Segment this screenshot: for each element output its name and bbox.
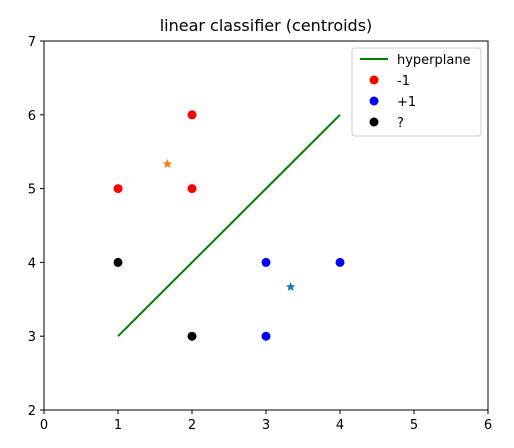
legend-label: +1 [397, 95, 416, 110]
y-tick-label: 2 [28, 404, 36, 419]
y-tick-label: 5 [28, 183, 36, 198]
centroid-star-marker [285, 281, 296, 292]
y-axis: 2 3 4 5 6 7 [28, 35, 44, 419]
chart-title: linear classifier (centroids) [160, 16, 373, 35]
y-tick-label: 3 [28, 330, 36, 345]
x-tick-label: 0 [40, 418, 48, 433]
x-tick-label: 6 [484, 418, 492, 433]
data-point-marker [187, 184, 197, 194]
x-axis: 0 1 2 3 4 5 6 [40, 410, 492, 433]
legend-marker-swatch [369, 75, 379, 85]
centroid-star-marker [162, 159, 173, 169]
data-point-marker [187, 331, 197, 341]
legend: hyperplane -1 +1? [351, 47, 482, 137]
legend-label: ? [397, 116, 404, 131]
y-tick-label: 4 [28, 256, 36, 271]
x-tick-label: 2 [188, 418, 196, 433]
y-tick-label: 7 [28, 35, 36, 50]
legend-label: hyperplane [397, 53, 471, 68]
legend-label: -1 [397, 74, 410, 89]
x-tick-label: 4 [336, 418, 344, 433]
data-point-marker [335, 257, 345, 267]
data-point-marker [261, 257, 271, 267]
data-point-marker [261, 331, 271, 341]
data-point-marker [113, 184, 123, 194]
hyperplane-line [117, 114, 341, 337]
legend-marker-swatch [369, 96, 379, 106]
legend-marker-swatch [369, 117, 379, 127]
x-tick-label: 1 [114, 418, 122, 433]
x-tick-label: 5 [410, 418, 418, 433]
plot-area [113, 110, 345, 341]
x-tick-label: 3 [262, 418, 270, 433]
legend-box [351, 47, 482, 137]
y-tick-label: 6 [28, 109, 36, 124]
data-point-marker [113, 257, 123, 267]
data-point-marker [187, 110, 197, 120]
